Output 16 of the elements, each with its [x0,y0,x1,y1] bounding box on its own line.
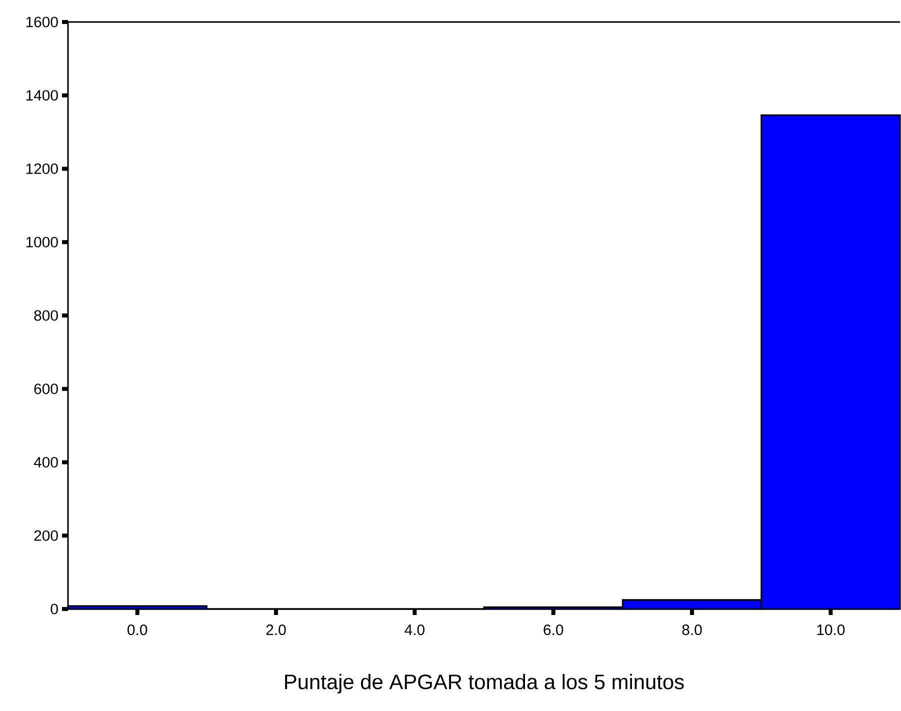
x-axis-title: Puntaje de APGAR tomada a los 5 minutos [285,674,684,694]
x-tick-label: 0.0 [128,624,148,636]
y-tick-label: 400 [34,456,58,468]
x-tick-label: 10.0 [817,624,845,636]
y-tick-label: 1400 [26,90,58,101]
y-tick-label: 0 [50,604,58,614]
x-tick-label: 8.0 [682,624,702,636]
y-tick-label: 1000 [26,236,58,248]
x-tick-label: 2.0 [266,624,286,636]
y-tick-label: 800 [34,310,58,321]
x-tick-label: 4.0 [404,624,424,636]
x-tick-label: 6.0 [544,624,564,636]
y-tick-label: 600 [34,384,58,394]
y-tick-label: 1200 [26,163,58,174]
y-tick-label: 200 [34,530,58,541]
y-tick-label: 1600 [26,16,58,28]
